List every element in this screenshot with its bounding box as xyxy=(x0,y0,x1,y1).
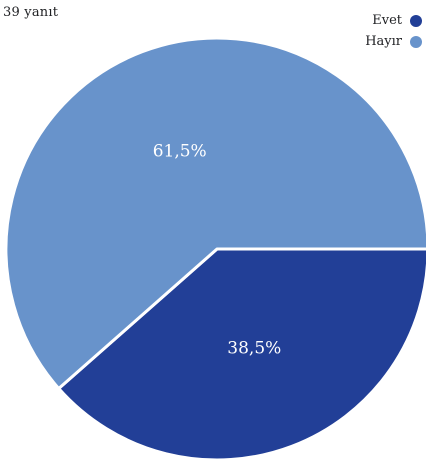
response-count: 39 yanıt xyxy=(3,5,59,20)
legend-item-hayir[interactable]: Hayır xyxy=(365,33,422,50)
legend-swatch-hayir xyxy=(410,35,422,48)
pie-slice-hayir[interactable] xyxy=(4,36,426,391)
slice-label-evet: 38,5% xyxy=(227,339,281,359)
legend-label-hayir: Hayır xyxy=(365,34,402,49)
pie-slice-evet[interactable] xyxy=(57,247,426,461)
legend-label-evet: Evet xyxy=(372,13,402,28)
legend-item-evet[interactable]: Evet xyxy=(372,12,422,29)
legend: Evet Hayır xyxy=(365,12,422,50)
slice-label-hayir: 61,5% xyxy=(153,141,207,161)
legend-swatch-evet xyxy=(410,14,422,27)
